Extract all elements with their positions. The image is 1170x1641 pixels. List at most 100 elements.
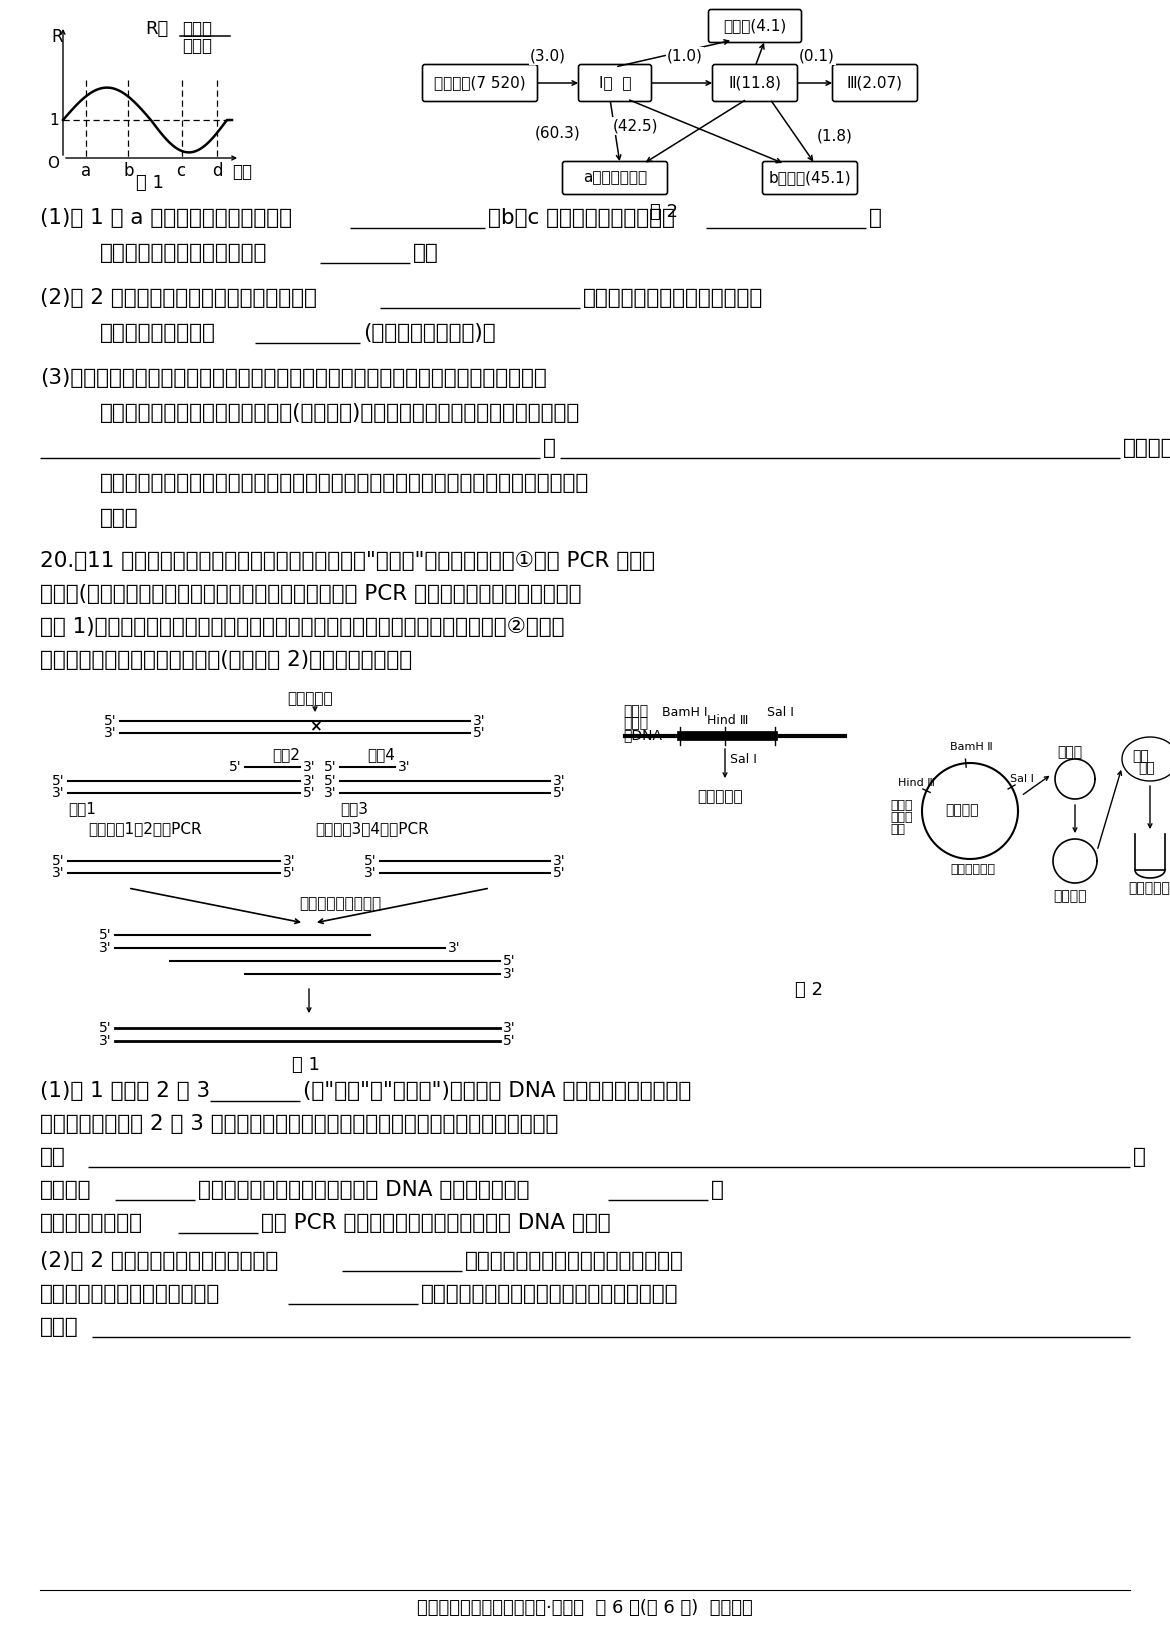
Text: Sal Ⅰ: Sal Ⅰ [730, 753, 757, 766]
Text: 3': 3' [398, 760, 411, 775]
Text: (2)图 2 中每年流经该生态系统的总能量值是: (2)图 2 中每年流经该生态系统的总能量值是 [40, 289, 317, 309]
Text: 5': 5' [283, 866, 296, 880]
Text: Ⅲ(2.07): Ⅲ(2.07) [847, 75, 903, 90]
Text: 。同时尽可能避免土: 。同时尽可能避免土 [1123, 438, 1170, 458]
Text: 混合、变性后，杂交: 混合、变性后，杂交 [300, 896, 381, 911]
Text: a呼吸作用消耗: a呼吸作用消耗 [583, 171, 647, 185]
Text: b未利用(45.1): b未利用(45.1) [769, 171, 852, 185]
FancyBboxPatch shape [578, 64, 652, 102]
Text: 水稻细胞: 水稻细胞 [1053, 889, 1087, 903]
Text: 抗盐碱基因: 抗盐碱基因 [697, 789, 743, 804]
Text: 图 1: 图 1 [292, 1057, 319, 1073]
Text: 田鼠种群数量最小的时间点为: 田鼠种群数量最小的时间点为 [99, 243, 268, 263]
Text: 时间: 时间 [232, 162, 252, 181]
Text: (3.0): (3.0) [530, 49, 566, 64]
Text: 方法是: 方法是 [40, 1318, 78, 1337]
Text: 酶的作用下延伸形成一个完整的 DNA 片段，该酶需要: 酶的作用下延伸形成一个完整的 DNA 片段，该酶需要 [198, 1180, 530, 1200]
Text: (1)图 1 中 a 时刻该种群的年龄结构是: (1)图 1 中 a 时刻该种群的年龄结构是 [40, 208, 292, 228]
Text: 5': 5' [364, 853, 377, 868]
Text: 20.（11 分）某育种小组利用普通水稻培育抗盐碱的"海水稻"，其过程如下：①利用 PCR 定点突: 20.（11 分）某育种小组利用普通水稻培育抗盐碱的"海水稻"，其过程如下：①利… [40, 551, 655, 571]
Text: 3': 3' [553, 775, 565, 788]
Text: R: R [51, 28, 63, 46]
Text: 3': 3' [303, 760, 316, 775]
Text: 出生率: 出生率 [183, 20, 212, 38]
Text: 使用引物1和2进行PCR: 使用引物1和2进行PCR [88, 820, 201, 835]
FancyBboxPatch shape [422, 64, 537, 102]
Text: 基因导入水稻细胞，培育海水稻(过程如图 2)。回答下列问题：: 基因导入水稻细胞，培育海水稻(过程如图 2)。回答下列问题： [40, 650, 412, 670]
Text: 3': 3' [104, 725, 117, 740]
Text: 活。最后利用引物: 活。最后利用引物 [40, 1213, 143, 1232]
Text: 3': 3' [473, 714, 486, 729]
Text: 5': 5' [324, 775, 337, 788]
Text: 5': 5' [553, 786, 565, 801]
Text: ，b～c 时间段田鼠数量变化为: ，b～c 时间段田鼠数量变化为 [488, 208, 675, 228]
Text: 碱基因: 碱基因 [622, 715, 648, 730]
FancyBboxPatch shape [763, 161, 858, 195]
Text: 3': 3' [53, 866, 66, 880]
FancyBboxPatch shape [833, 64, 917, 102]
Text: 实验步骤：取草原等量的表层土壤(不带落叶)分组并处理，具体的分组和处理分别是: 实验步骤：取草原等量的表层土壤(不带落叶)分组并处理，具体的分组和处理分别是 [99, 404, 580, 423]
Text: 3': 3' [99, 940, 112, 955]
Text: R＝: R＝ [145, 20, 168, 38]
Text: 的能量传递效率约为: 的能量传递效率约为 [99, 323, 216, 343]
Text: 3': 3' [99, 1034, 112, 1049]
Text: 图 2: 图 2 [651, 203, 677, 222]
Text: 青霉素: 青霉素 [890, 811, 913, 824]
Text: 太阳辐射(7 520): 太阳辐射(7 520) [434, 75, 525, 90]
Text: 拟突变位点: 拟突变位点 [287, 691, 332, 706]
Text: 引物2: 引物2 [271, 747, 300, 761]
Text: (1)图 1 中引物 2 与 3: (1)图 1 中引物 2 与 3 [40, 1081, 216, 1101]
Text: 情况。: 情况。 [99, 509, 138, 528]
Text: (填"相同"或"不相同")，合成的 DNA 分子经混合、变性、杂: (填"相同"或"不相同")，合成的 DNA 分子经混合、变性、杂 [303, 1081, 691, 1101]
Text: 5': 5' [473, 725, 486, 740]
Text: 5': 5' [503, 953, 516, 968]
Text: 3': 3' [553, 853, 565, 868]
Text: 5': 5' [104, 714, 117, 729]
Text: 5': 5' [553, 866, 565, 880]
FancyBboxPatch shape [709, 10, 801, 43]
Text: 农杆菌: 农杆菌 [1057, 745, 1082, 760]
Text: Hind Ⅲ: Hind Ⅲ [707, 714, 749, 727]
Text: 5': 5' [99, 1021, 112, 1035]
Text: 5': 5' [99, 929, 112, 942]
Text: 抗四环素基因: 抗四环素基因 [950, 863, 994, 876]
Text: 如图 1)向抗盐碱基因中插入一小段碱基序列，获得抗盐碱能力更强的突变基因；②将目的: 如图 1)向抗盐碱基因中插入一小段碱基序列，获得抗盐碱能力更强的突变基因；②将目… [40, 617, 564, 637]
Text: (60.3): (60.3) [535, 125, 580, 141]
Text: 进行 PCR 扩增得到大量含有突变位点的 DNA 片段。: 进行 PCR 扩增得到大量含有突变位点的 DNA 片段。 [261, 1213, 611, 1232]
Text: 3': 3' [448, 940, 461, 955]
Text: 百万千焦，第一、二营养级之间: 百万千焦，第一、二营养级之间 [583, 289, 763, 309]
Text: d: d [212, 162, 222, 181]
Text: ，: ， [869, 208, 882, 228]
Text: 高三上学期期末质量检测卷·生物学  第 6 页(共 6 页)  省十联考: 高三上学期期末质量检测卷·生物学 第 6 页(共 6 页) 省十联考 [418, 1598, 752, 1616]
Text: c: c [177, 162, 186, 181]
Text: 分解者(4.1): 分解者(4.1) [723, 18, 786, 33]
Text: 激: 激 [711, 1180, 724, 1200]
Text: 5': 5' [53, 775, 66, 788]
Text: 5': 5' [503, 1034, 516, 1049]
Text: 引物4: 引物4 [367, 747, 395, 761]
Text: 该片段在: 该片段在 [40, 1180, 91, 1200]
Text: 3': 3' [503, 1021, 516, 1035]
Text: (保留小数点后两位)。: (保留小数点后两位)。 [363, 323, 496, 343]
Text: 愈伤: 愈伤 [1133, 748, 1149, 763]
Text: BamH Ⅱ: BamH Ⅱ [950, 742, 992, 752]
Text: 两种限制酶切割目的基因，用两种限制: 两种限制酶切割目的基因，用两种限制 [464, 1250, 684, 1272]
Text: 引物1: 引物1 [68, 801, 96, 816]
Text: Ⅱ(11.8): Ⅱ(11.8) [729, 75, 782, 90]
Text: 3': 3' [303, 775, 316, 788]
Text: 5': 5' [324, 760, 337, 775]
Text: 抗氨苄: 抗氨苄 [890, 799, 913, 812]
Text: 3': 3' [324, 786, 337, 801]
Text: 引物3: 引物3 [340, 801, 369, 816]
Text: BamH Ⅰ: BamH Ⅰ [662, 706, 708, 719]
Text: 3': 3' [283, 853, 296, 868]
Text: 点。: 点。 [413, 243, 439, 263]
Text: Sal Ⅰ: Sal Ⅰ [768, 706, 794, 719]
Text: 因是: 因是 [40, 1147, 66, 1167]
Text: 酶切割目的基因和质粒的优点是: 酶切割目的基因和质粒的优点是 [40, 1283, 220, 1305]
Text: 1: 1 [49, 113, 58, 128]
Text: 壤理化性质的改变。再分别将每组土壤与等量处理后的落叶混合，并观察记录落叶腐烂: 壤理化性质的改变。再分别将每组土壤与等量处理后的落叶混合，并观察记录落叶腐烂 [99, 473, 590, 492]
Text: 3': 3' [53, 786, 66, 801]
Text: 3': 3' [503, 967, 516, 981]
FancyBboxPatch shape [563, 161, 668, 195]
